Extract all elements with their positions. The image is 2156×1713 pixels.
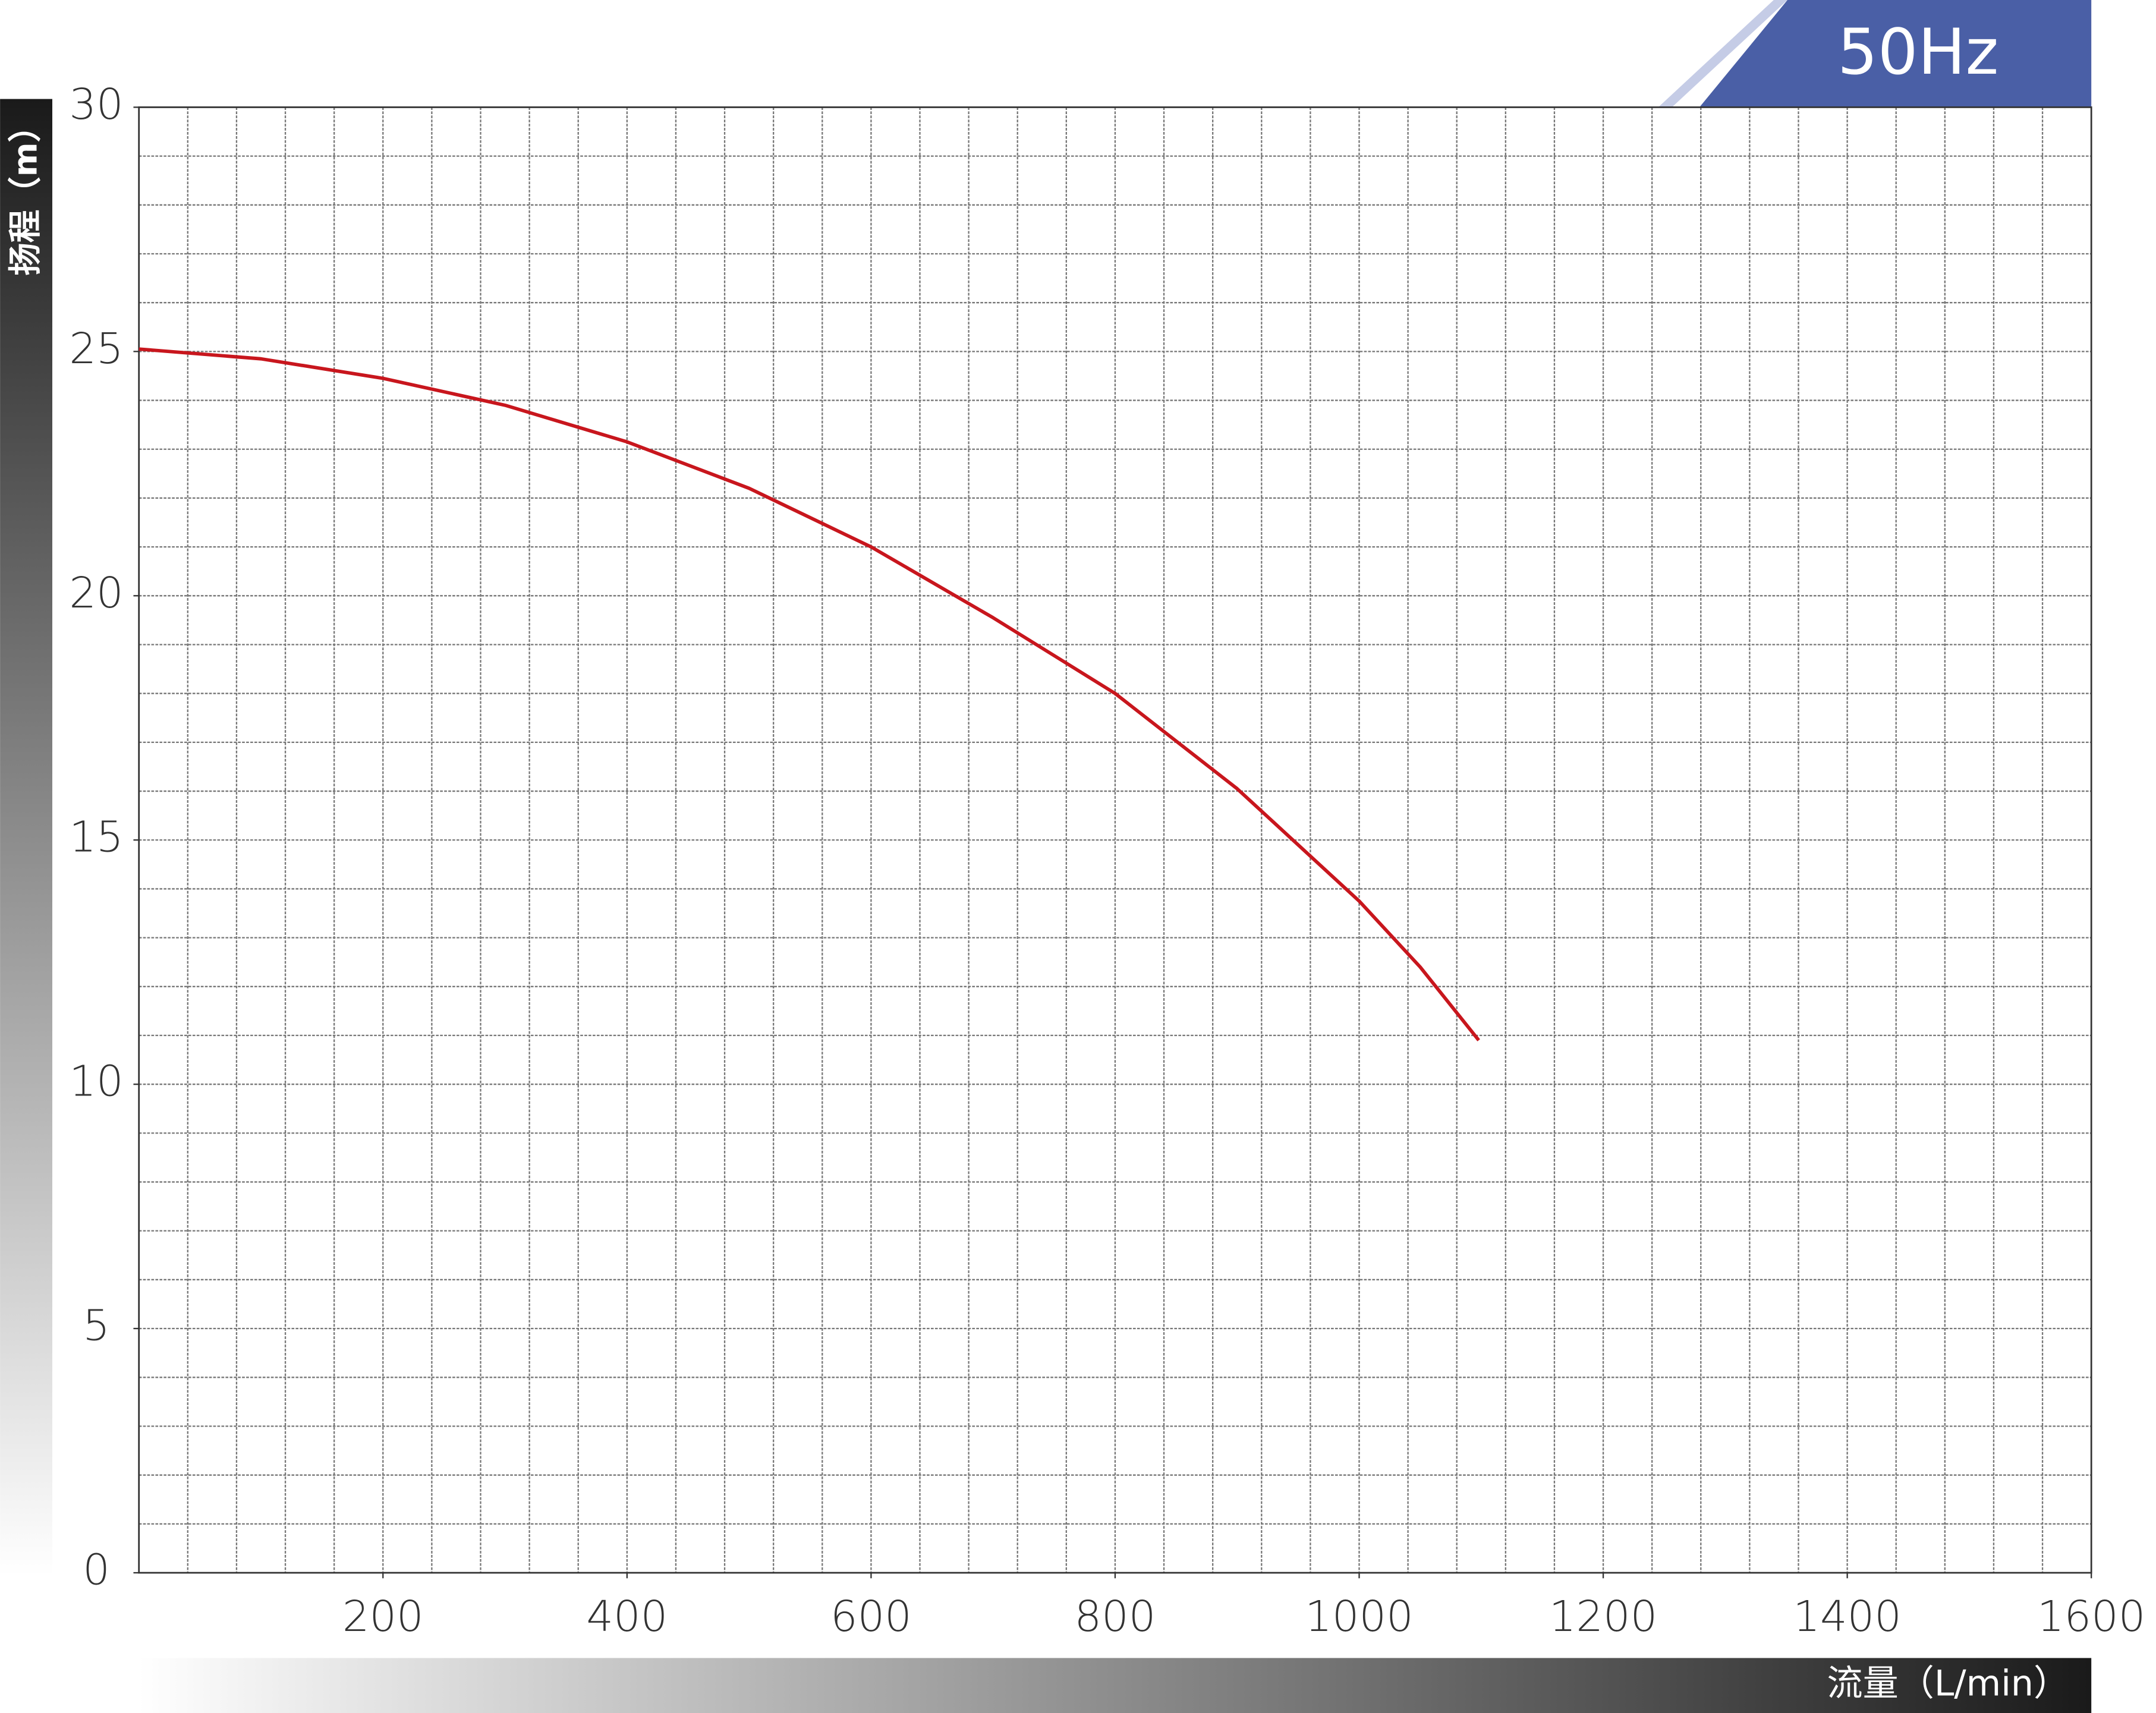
badge-stripe [1658, 0, 1788, 108]
marks [139, 347, 1480, 1042]
x-tick-label: 1600 [2037, 1591, 2145, 1641]
y-tick-label: 10 [69, 1056, 123, 1106]
x-tick-label: 1400 [1793, 1591, 1901, 1641]
y-tick-label: 15 [69, 812, 123, 862]
x-tick-label: 800 [1075, 1591, 1156, 1641]
y-tick-label: 30 [69, 79, 123, 129]
x-tick-label: 200 [342, 1591, 424, 1641]
grid [133, 106, 2092, 1579]
y-tick-label: 20 [69, 568, 123, 618]
curve [139, 347, 1480, 1042]
x-axis-label: 流量（L/min） [1827, 1662, 2070, 1704]
y-tick-label: 5 [83, 1301, 110, 1350]
x-label-band [139, 1658, 2092, 1713]
x-tick-label: 1200 [1549, 1591, 1657, 1641]
y-axis-label: 扬程（m） [7, 109, 45, 276]
badge [1699, 0, 2092, 108]
badge-text: 50Hz [1837, 15, 1998, 89]
y-label-band [0, 99, 53, 1576]
x-tick-label: 1000 [1305, 1591, 1413, 1641]
y-tick-label: 25 [69, 323, 123, 373]
x-tick-label: 400 [586, 1591, 668, 1641]
y-tick-label: 0 [83, 1545, 110, 1595]
x-tick-label: 600 [830, 1591, 912, 1641]
